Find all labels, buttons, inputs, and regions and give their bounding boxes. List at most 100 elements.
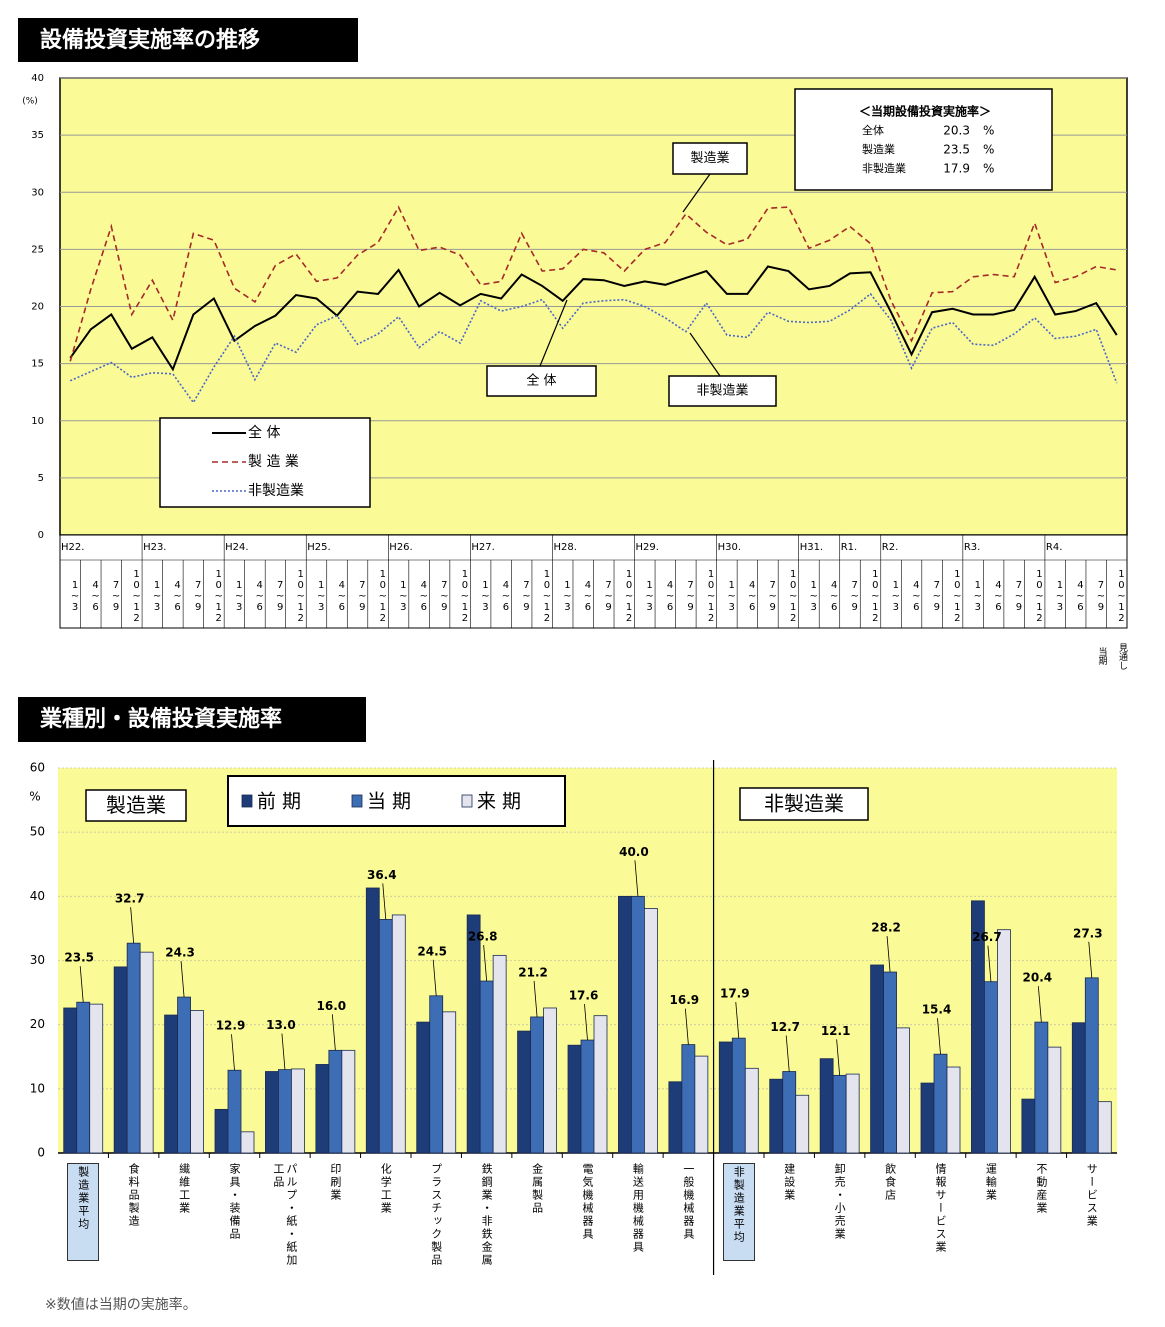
x-tick-label: 10~12 [377, 568, 389, 624]
label-leader [331, 1014, 336, 1051]
bar [190, 1010, 204, 1154]
x-tick-label: 10~12 [787, 568, 799, 624]
bar [1071, 1022, 1086, 1154]
bar [681, 1044, 696, 1154]
x-tick-note: 当期 [1096, 647, 1107, 665]
era-label: R3. [964, 542, 981, 553]
label-leader [432, 959, 437, 996]
era-label: H29. [636, 542, 659, 553]
title-box [18, 18, 358, 62]
x-tick-label: 1~3 [726, 579, 738, 613]
label-leader [79, 966, 84, 1003]
bar [113, 966, 128, 1154]
legend-label: 当 期 [367, 791, 411, 813]
x-tick-label: 10~12 [541, 568, 553, 624]
summary-box [794, 88, 1053, 191]
x-tick-label: 1~3 [69, 579, 81, 613]
x-tick-label: 7~9 [438, 579, 450, 613]
y-tick-label: 50 [30, 825, 45, 839]
label-leader [130, 907, 135, 944]
era-label: H28. [553, 542, 576, 553]
x-tick-label: 1~3 [561, 579, 573, 613]
bar [365, 887, 380, 1154]
x-tick-label: 4~6 [336, 579, 348, 613]
bar [265, 1071, 279, 1154]
bar [593, 1015, 608, 1154]
bar [668, 1081, 683, 1154]
y-tick-label: 15 [31, 359, 44, 370]
bar [997, 929, 1011, 1154]
bar [1021, 1098, 1036, 1154]
x-tick-label: 4~6 [418, 579, 430, 613]
bar [63, 1007, 78, 1154]
group-label: 非製造業 [764, 792, 844, 816]
title-box [18, 697, 366, 742]
bar [530, 1016, 544, 1154]
summary-label: 製造業 [862, 142, 895, 156]
x-tick-label: プラスチック製品 [429, 1163, 443, 1267]
footnote: ※数値は当期の実施率。 [45, 1296, 197, 1313]
bar [896, 1027, 910, 1154]
x-tick-label: 製造業平均 [67, 1163, 100, 1261]
x-tick-label: 1~3 [808, 579, 820, 613]
x-tick-label: 4~6 [746, 579, 758, 613]
label-leader [785, 1035, 790, 1072]
legend-swatch [461, 794, 473, 808]
value-label: 40.0 [619, 845, 649, 859]
legend-label: 全 体 [248, 424, 280, 441]
value-label: 16.0 [317, 999, 347, 1013]
y-tick-label: 20 [30, 1017, 45, 1031]
x-tick-label: 10~12 [213, 568, 225, 624]
label-leader [684, 1008, 689, 1045]
x-tick-note: 見通し [1116, 642, 1127, 670]
bar [429, 995, 444, 1154]
x-tick-label: 10~12 [459, 568, 471, 624]
bar [1034, 1021, 1049, 1154]
bar [240, 1131, 255, 1154]
label-leader [634, 860, 639, 897]
bar [442, 1011, 457, 1154]
x-tick-label: 1~3 [151, 579, 163, 613]
legend-box [159, 417, 371, 508]
summary-value: 20.3 [943, 124, 970, 138]
series-line [69, 292, 1118, 404]
callout-leader [682, 173, 711, 213]
bar [718, 1041, 733, 1154]
x-tick-label: サービス業 [1085, 1163, 1099, 1228]
value-label: 21.2 [518, 965, 548, 979]
label-leader [584, 1004, 588, 1041]
x-tick-label: 1~3 [315, 579, 327, 613]
y-tick-label: 20 [31, 302, 44, 313]
bar [694, 1055, 709, 1154]
summary-unit: % [983, 124, 994, 138]
x-tick-label: 4~6 [254, 579, 266, 613]
x-tick-label: 4~6 [664, 579, 676, 613]
legend-box [227, 775, 566, 827]
chart-title: 業種別・設備投資実施率 [40, 706, 282, 732]
summary-title: ＜当期設備投資実施率＞ [859, 104, 991, 119]
label-leader [1037, 986, 1042, 1023]
bar [984, 981, 998, 1154]
summary-unit: % [983, 143, 994, 157]
callout-leader [539, 299, 568, 367]
label-leader [886, 936, 891, 973]
value-label: 27.3 [1073, 926, 1103, 940]
value-label: 12.1 [821, 1024, 851, 1038]
x-tick-label: 7~9 [685, 579, 697, 613]
bar [644, 908, 658, 1154]
era-label: H24. [225, 542, 248, 553]
x-tick-label: 7~9 [603, 579, 615, 613]
bar [819, 1058, 834, 1154]
value-label: 26.8 [468, 930, 498, 944]
callout-leader [689, 332, 721, 377]
legend-label: 製 造 業 [248, 454, 299, 470]
value-label: 15.4 [922, 1003, 952, 1017]
value-label: 36.4 [367, 868, 397, 882]
bar [845, 1073, 860, 1154]
y-tick-label: 25 [31, 244, 44, 255]
x-tick-label: 4~6 [90, 579, 102, 613]
x-tick-label: 10~12 [131, 568, 143, 624]
x-tick-label: 金属製品 [530, 1163, 544, 1215]
x-tick-label: 4~6 [910, 579, 922, 613]
bar [214, 1108, 229, 1154]
